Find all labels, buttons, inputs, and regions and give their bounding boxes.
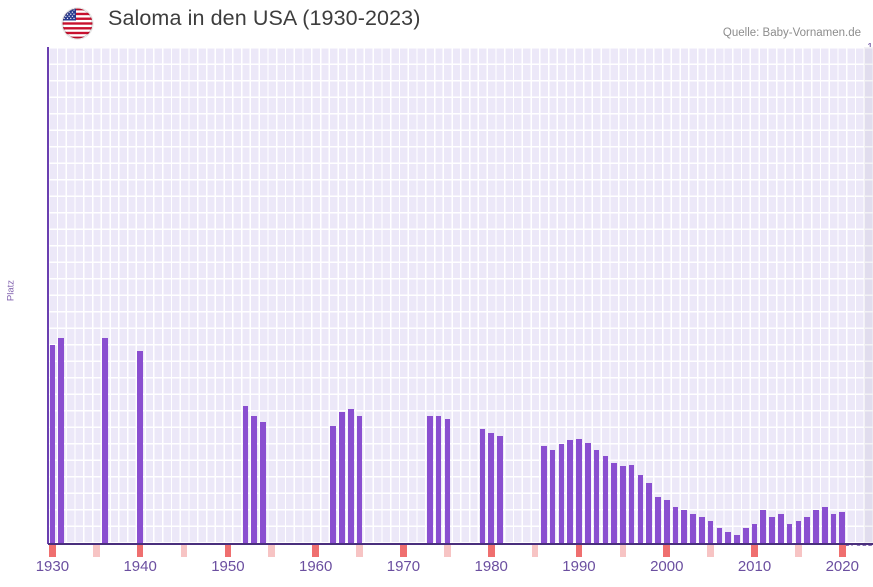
- decade-marker: [312, 545, 319, 557]
- x-axis-tick-1990: 1990: [562, 558, 596, 575]
- bar: [558, 444, 565, 544]
- x-axis-tick-1980: 1980: [474, 558, 508, 575]
- decade-marker: [838, 545, 846, 557]
- bar: [778, 513, 784, 544]
- decade-marker: [180, 545, 188, 557]
- decade-marker: [224, 545, 232, 557]
- bar: [541, 446, 547, 544]
- decade-marker: [619, 545, 627, 557]
- x-axis-tick-1940: 1940: [123, 558, 157, 575]
- usa-flag-icon: [62, 8, 93, 39]
- bar: [497, 435, 503, 544]
- decade-marker: [487, 545, 495, 557]
- decade-marker: [751, 545, 758, 557]
- y-axis-line: [47, 47, 49, 544]
- bar: [584, 442, 591, 544]
- bar: [479, 429, 486, 544]
- chart-header: Saloma in den USA (1930-2023) Quelle: Ba…: [0, 0, 873, 47]
- bar: [769, 517, 775, 544]
- bar: [716, 528, 723, 544]
- bar-series: [48, 47, 873, 544]
- decade-marker: [136, 545, 144, 557]
- x-axis-tick-1960: 1960: [298, 558, 333, 575]
- decade-marker: [795, 545, 802, 557]
- bar: [813, 510, 819, 544]
- bar: [742, 528, 749, 544]
- grid-lines: [48, 47, 873, 544]
- y-axis-label: Platz: [5, 279, 17, 302]
- bar: [760, 510, 767, 544]
- plot-area: [48, 47, 873, 544]
- bar: [137, 351, 143, 544]
- bar: [49, 344, 56, 544]
- bar: [821, 507, 828, 544]
- x-axis-tick-2010: 2010: [737, 558, 772, 575]
- x-axis-tick-2000: 2000: [650, 558, 684, 575]
- bar: [672, 507, 679, 544]
- bar: [707, 520, 714, 544]
- x-axis-tick-1930: 1930: [35, 558, 70, 575]
- bar: [435, 415, 442, 544]
- bar: [576, 439, 582, 544]
- bar: [549, 449, 556, 544]
- decade-marker: [49, 545, 56, 557]
- bar: [242, 405, 249, 544]
- bar: [488, 432, 495, 544]
- bar: [102, 337, 108, 544]
- bar: [251, 415, 258, 544]
- decade-marker-band: [48, 545, 873, 557]
- bar: [330, 425, 337, 544]
- bar: [444, 419, 451, 544]
- bar: [567, 440, 573, 544]
- bar: [602, 456, 609, 544]
- decade-marker: [575, 545, 583, 557]
- bar: [751, 523, 758, 544]
- bar: [58, 337, 64, 544]
- decade-marker: [268, 545, 276, 557]
- bar: [663, 500, 670, 544]
- bar: [637, 474, 644, 544]
- x-axis-tick-2020: 2020: [825, 558, 859, 575]
- decade-marker: [92, 545, 100, 557]
- decade-marker: [400, 545, 407, 557]
- bar: [786, 523, 793, 544]
- bar: [646, 483, 652, 544]
- bar: [734, 535, 740, 544]
- bar: [804, 517, 810, 544]
- bar: [699, 517, 705, 544]
- bar: [347, 408, 354, 544]
- bar: [830, 513, 837, 544]
- decade-marker: [707, 545, 714, 557]
- bar: [593, 449, 600, 544]
- x-axis-tick-1950: 1950: [211, 558, 245, 575]
- bar: [725, 531, 731, 544]
- x-axis-line: [48, 543, 873, 545]
- bar: [681, 510, 688, 544]
- bar: [628, 464, 635, 544]
- bar: [795, 520, 802, 544]
- bar: [655, 496, 661, 544]
- decade-marker: [444, 545, 451, 557]
- source-attribution: Quelle: Baby-Vornamen.de: [722, 27, 861, 39]
- bar: [611, 463, 617, 544]
- page-title: Saloma in den USA (1930-2023): [108, 6, 421, 30]
- bar: [620, 466, 626, 544]
- x-axis-tick-labels: 1930 1940 1950 1960 1970 1980 1990 2000 2010 2020: [0, 558, 873, 584]
- bar: [839, 512, 846, 544]
- decade-marker: [531, 545, 539, 557]
- bar: [339, 412, 345, 544]
- bar: [356, 415, 363, 544]
- bar: [426, 415, 433, 544]
- decade-marker: [356, 545, 363, 557]
- x-axis-tick-1970: 1970: [386, 558, 421, 575]
- bar: [690, 513, 696, 544]
- bar: [260, 422, 266, 544]
- decade-marker: [663, 545, 671, 557]
